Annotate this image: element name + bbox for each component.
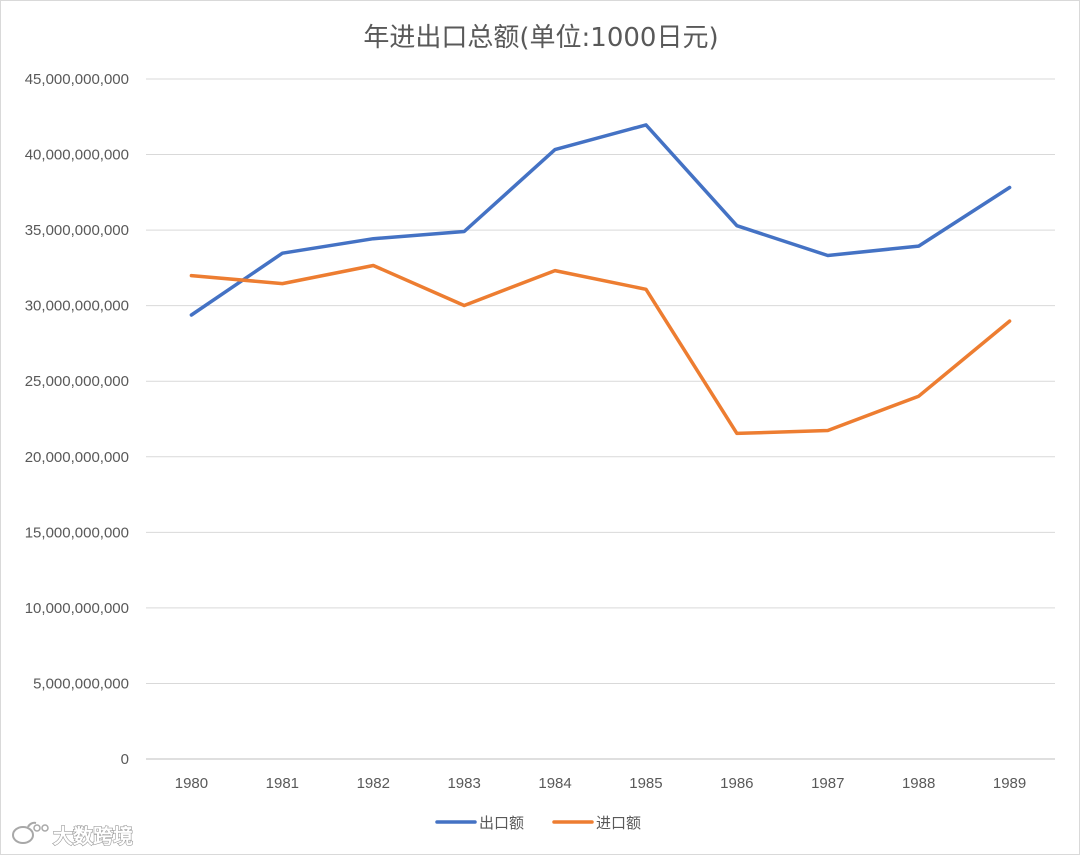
x-tick-label: 1988 <box>902 775 935 792</box>
y-tick-label: 20,000,000,000 <box>25 449 129 466</box>
x-tick-label: 1984 <box>538 775 571 792</box>
x-tick-label: 1981 <box>266 775 299 792</box>
legend-label: 进口额 <box>596 814 641 832</box>
weibo-logo-icon <box>12 821 49 844</box>
y-tick-label: 35,000,000,000 <box>25 222 129 239</box>
y-tick-label: 0 <box>121 751 129 768</box>
x-tick-label: 1980 <box>175 775 208 792</box>
y-tick-label: 25,000,000,000 <box>25 373 129 390</box>
series-lines <box>189 123 1012 436</box>
watermark: 大数跨境 <box>12 821 134 849</box>
y-tick-label: 40,000,000,000 <box>25 147 129 164</box>
x-tick-label: 1986 <box>720 775 753 792</box>
axes: 0 5,000,000,000 10,000,000,000 15,000,000,0… <box>25 71 1027 792</box>
x-tick-label: 1983 <box>447 775 480 792</box>
x-tick-label: 1985 <box>629 775 662 792</box>
series-line-2 <box>189 263 1012 436</box>
legend-label: 出口额 <box>479 814 524 832</box>
y-tick-label: 5,000,000,000 <box>33 675 129 692</box>
y-tick-label: 45,000,000,000 <box>25 71 129 88</box>
watermark-text: 大数跨境 <box>53 824 133 848</box>
x-tick-label: 1989 <box>993 775 1026 792</box>
y-tick-label: 15,000,000,000 <box>25 524 129 541</box>
legend: 出口额 进口额 <box>435 814 641 832</box>
x-tick-label: 1982 <box>357 775 390 792</box>
series-line-1 <box>189 123 1012 317</box>
gridlines <box>146 78 1055 760</box>
x-tick-label: 1987 <box>811 775 844 792</box>
chart-title: 年进出口总额(单位:1000日元) <box>363 23 718 53</box>
y-tick-label: 30,000,000,000 <box>25 298 129 315</box>
y-tick-label: 10,000,000,000 <box>25 600 129 617</box>
